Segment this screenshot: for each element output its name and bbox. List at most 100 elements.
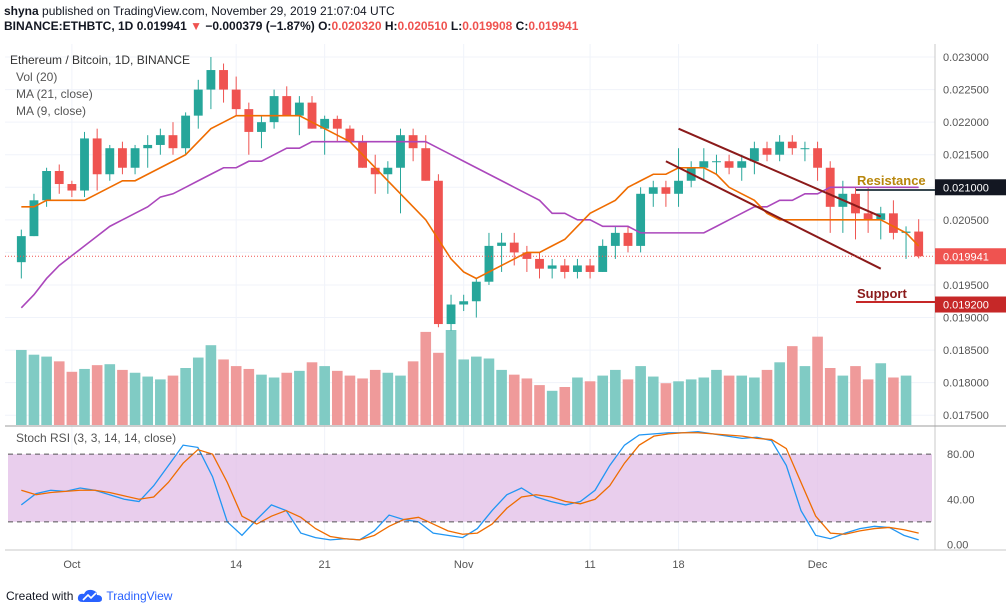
candle-body	[143, 144, 153, 149]
volume-bar	[167, 375, 179, 425]
volume-bar	[458, 359, 469, 425]
candle-body	[206, 70, 216, 90]
volume-bar	[382, 372, 394, 425]
volume-bar	[129, 372, 141, 425]
candle-body	[29, 200, 39, 237]
ma9-legend: MA (9, close)	[16, 104, 86, 118]
volume-bar	[445, 330, 457, 425]
volume-bar	[824, 368, 836, 425]
vol-legend: Vol (20)	[16, 70, 57, 84]
tradingview-brand: TradingView	[106, 589, 173, 603]
price-label-box	[935, 248, 1006, 265]
candle-body	[560, 265, 570, 272]
candle-body	[623, 232, 633, 246]
candle-body	[345, 128, 355, 142]
candle-body	[446, 304, 456, 325]
candle-body	[370, 167, 380, 175]
rsi-tick-label: 40.00	[947, 494, 975, 506]
candle-body	[522, 252, 532, 259]
volume-bar	[559, 387, 571, 425]
rsi-tick-label: 80.00	[947, 449, 975, 461]
time-tick-label: 21	[319, 559, 331, 571]
candle-body	[168, 135, 178, 149]
volume-bar	[723, 375, 735, 425]
volume-bar	[331, 370, 343, 425]
volume-bar	[496, 369, 507, 425]
volume-bar	[357, 378, 368, 425]
tradingview-logo[interactable]: TradingView	[77, 589, 172, 603]
candle-body	[320, 118, 330, 129]
price-tick-label: 0.018000	[943, 378, 989, 390]
candle-body	[863, 213, 873, 220]
volume-bar	[774, 362, 785, 425]
volume-bar	[635, 366, 646, 425]
volume-bar	[41, 356, 52, 425]
price-tick-label: 0.019000	[943, 313, 989, 325]
volume-bar	[281, 372, 293, 425]
volume-bar	[711, 369, 722, 425]
resistance-label: Resistance	[857, 173, 926, 188]
candle-body	[105, 148, 115, 175]
volume-bar	[16, 349, 27, 425]
volume-bar	[521, 378, 533, 425]
down-arrow-icon: ▼	[190, 19, 202, 33]
candle-body	[118, 148, 127, 168]
chart-header: shyna published on TradingView.com, Nove…	[4, 4, 578, 34]
volume-bar	[673, 381, 684, 425]
volume-bar	[508, 374, 520, 425]
candle-body	[282, 96, 292, 116]
indicator-lines	[5, 114, 935, 309]
volume-bar	[53, 361, 65, 425]
candle-body	[724, 161, 734, 168]
candle-body	[433, 180, 443, 325]
volume-bar	[117, 369, 128, 425]
candle-body	[888, 213, 898, 233]
volume-bar	[546, 390, 558, 425]
volume-bar	[256, 374, 267, 425]
candle-body	[471, 281, 481, 302]
volume-bar	[647, 376, 659, 425]
candle-body	[547, 265, 557, 269]
volume-bar	[685, 379, 697, 425]
candle-body	[67, 184, 77, 191]
time-tick-label: Dec	[808, 559, 828, 571]
candle-body	[244, 109, 254, 132]
candle-body	[699, 161, 709, 168]
volume-bar	[799, 366, 811, 425]
candle-body	[459, 301, 469, 305]
volume-bar	[28, 354, 40, 425]
candle-body	[648, 187, 658, 194]
candles[interactable]	[16, 57, 924, 331]
volume-bar	[344, 375, 356, 425]
price-tick-label: 0.018500	[943, 345, 989, 357]
time-tick-label: Nov	[454, 559, 474, 571]
publish-line: shyna published on TradingView.com, Nove…	[4, 4, 578, 19]
author-name[interactable]: shyna	[4, 4, 39, 18]
candle-body	[332, 118, 342, 129]
candle-body	[813, 148, 822, 168]
ohlc-line: BINANCE:ETHBTC, 1D 0.019941 ▼ −0.000379 …	[4, 19, 578, 34]
candle-body	[787, 141, 797, 149]
candle-body	[181, 115, 191, 149]
volume-bar	[698, 377, 710, 425]
candle-body	[130, 148, 140, 168]
ma21-line	[20, 140, 919, 309]
volume-bar	[306, 362, 318, 425]
channel-lower-line	[665, 160, 882, 270]
volume-bar	[786, 346, 798, 425]
volume-bar	[610, 369, 621, 425]
candle-body	[851, 193, 860, 214]
symbol-legend: Ethereum / Bitcoin, 1D, BINANCE	[10, 53, 190, 67]
volume-bar	[888, 377, 899, 425]
volume-bar	[369, 369, 381, 425]
last-price: 0.019941	[136, 19, 187, 33]
ma9-line	[21, 114, 920, 280]
close-value: 0.019941	[528, 19, 579, 33]
volume-bar	[900, 375, 912, 425]
candle-body	[509, 242, 519, 253]
volume-bar	[104, 364, 116, 425]
volume-bar	[319, 366, 330, 425]
candle-body	[598, 245, 608, 272]
price-tick-label: 0.023000	[943, 52, 989, 64]
